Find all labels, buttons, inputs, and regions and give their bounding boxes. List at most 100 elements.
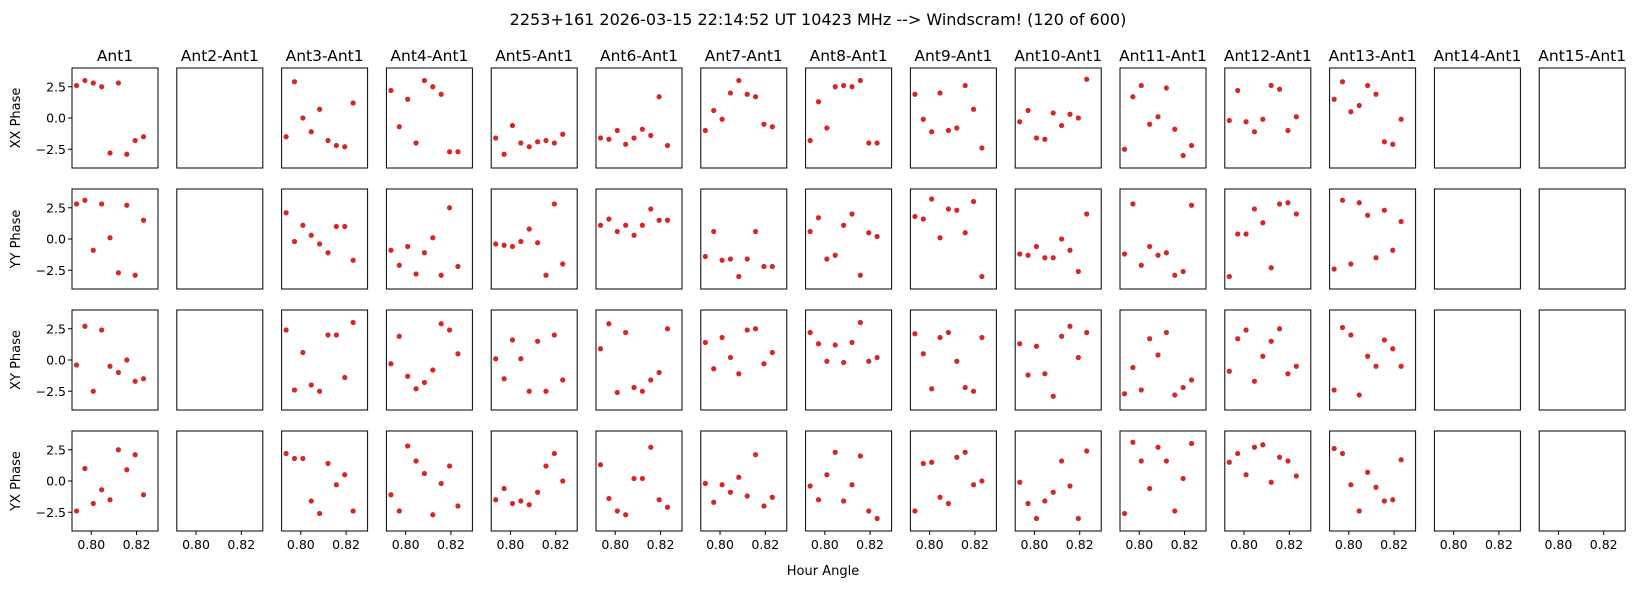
data-point xyxy=(388,492,394,498)
x-tick-label: 0.82 xyxy=(1171,537,1199,552)
data-point xyxy=(1188,377,1195,383)
data-point xyxy=(1067,111,1073,117)
plot-frame xyxy=(1538,430,1626,532)
data-point xyxy=(648,377,654,383)
data-point xyxy=(82,77,88,84)
data-point xyxy=(140,376,147,382)
data-point xyxy=(614,228,620,235)
data-point xyxy=(1188,440,1195,447)
data-point xyxy=(291,238,298,245)
subplot xyxy=(1329,188,1417,290)
data-point xyxy=(1226,459,1232,465)
data-point xyxy=(614,127,620,134)
data-point xyxy=(752,228,759,235)
data-point xyxy=(857,319,863,326)
subplot: 0.80 0.82 xyxy=(1433,430,1521,552)
data-point xyxy=(857,453,863,459)
plot-frame xyxy=(1014,430,1102,532)
data-point xyxy=(396,262,402,268)
data-point xyxy=(1050,393,1056,399)
data-point xyxy=(929,459,935,465)
data-point xyxy=(815,99,822,105)
data-point xyxy=(493,356,499,362)
data-point xyxy=(962,82,968,89)
data-point xyxy=(551,332,557,338)
subplot: 0.80 0.82 xyxy=(700,430,788,552)
data-point xyxy=(1138,387,1144,393)
plot-frame xyxy=(1433,430,1521,532)
data-point xyxy=(664,217,671,223)
plot-frame xyxy=(805,188,893,290)
data-point xyxy=(1172,272,1178,278)
data-point xyxy=(90,80,96,86)
data-point xyxy=(656,217,662,223)
data-point xyxy=(874,354,880,361)
data-point xyxy=(761,121,767,127)
data-point xyxy=(1373,484,1379,490)
subplot: 2.5 0.0 −2.5 0.80 0.82 xyxy=(36,430,159,552)
data-point xyxy=(350,100,356,106)
subplot xyxy=(1014,188,1102,290)
plot-frame xyxy=(700,67,788,169)
column-title: Ant11-Ant1 xyxy=(1119,47,1207,65)
data-point xyxy=(631,135,637,141)
subplot xyxy=(1329,309,1417,411)
data-point xyxy=(761,361,767,367)
data-point xyxy=(1147,243,1153,250)
data-point xyxy=(388,361,394,367)
data-point xyxy=(421,77,428,84)
data-point xyxy=(300,455,306,462)
data-point xyxy=(1268,82,1274,89)
data-point xyxy=(744,256,750,262)
data-point xyxy=(752,326,759,332)
data-point xyxy=(350,257,356,263)
data-point xyxy=(1155,444,1161,450)
data-point xyxy=(736,273,742,280)
x-tick-label: 0.80 xyxy=(1440,537,1468,552)
plot-frame xyxy=(1224,188,1312,290)
data-point xyxy=(325,460,331,467)
column-title: Ant4-Ant1 xyxy=(390,47,468,65)
data-point xyxy=(1365,212,1371,218)
data-point xyxy=(623,329,629,336)
y-tick-label: 0.0 xyxy=(46,353,66,368)
data-point xyxy=(283,210,289,216)
data-point xyxy=(124,202,130,208)
subplot xyxy=(490,67,578,169)
data-point xyxy=(1017,119,1023,125)
data-point xyxy=(73,362,80,368)
plot-frame xyxy=(176,309,264,411)
figure-title: 2253+161 2026-03-15 22:14:52 UT 10423 MH… xyxy=(510,10,1127,29)
x-axis-label: Hour Angle xyxy=(787,564,859,579)
x-tick-label: 0.80 xyxy=(1021,537,1049,552)
data-point xyxy=(979,273,985,280)
subplot-grid: Ant1 Ant2-Ant1 Ant3-Ant1 Ant4-Ant1 Ant5-Ant1… xyxy=(9,47,1626,552)
data-point xyxy=(736,371,742,377)
data-point xyxy=(719,257,725,263)
data-point xyxy=(1084,211,1090,217)
data-point xyxy=(308,498,314,504)
data-point xyxy=(664,504,671,510)
subplot xyxy=(1433,67,1521,169)
data-point xyxy=(1331,266,1337,272)
data-point xyxy=(1356,392,1362,398)
data-point xyxy=(1235,231,1241,237)
data-point xyxy=(455,263,461,270)
data-point xyxy=(1285,371,1291,377)
data-point xyxy=(1348,332,1354,338)
data-point xyxy=(1188,142,1195,149)
column-title: Ant9-Ant1 xyxy=(914,47,992,65)
data-point xyxy=(1381,139,1387,145)
data-point xyxy=(832,252,838,258)
data-point xyxy=(551,140,557,146)
data-point xyxy=(308,232,314,238)
data-point xyxy=(1356,200,1362,206)
data-point xyxy=(1121,510,1128,517)
data-point xyxy=(438,91,444,97)
data-point xyxy=(711,366,717,372)
subplot xyxy=(700,188,788,290)
data-point xyxy=(509,337,516,343)
data-point xyxy=(1276,454,1283,460)
data-point xyxy=(132,452,138,458)
data-point xyxy=(719,482,725,488)
